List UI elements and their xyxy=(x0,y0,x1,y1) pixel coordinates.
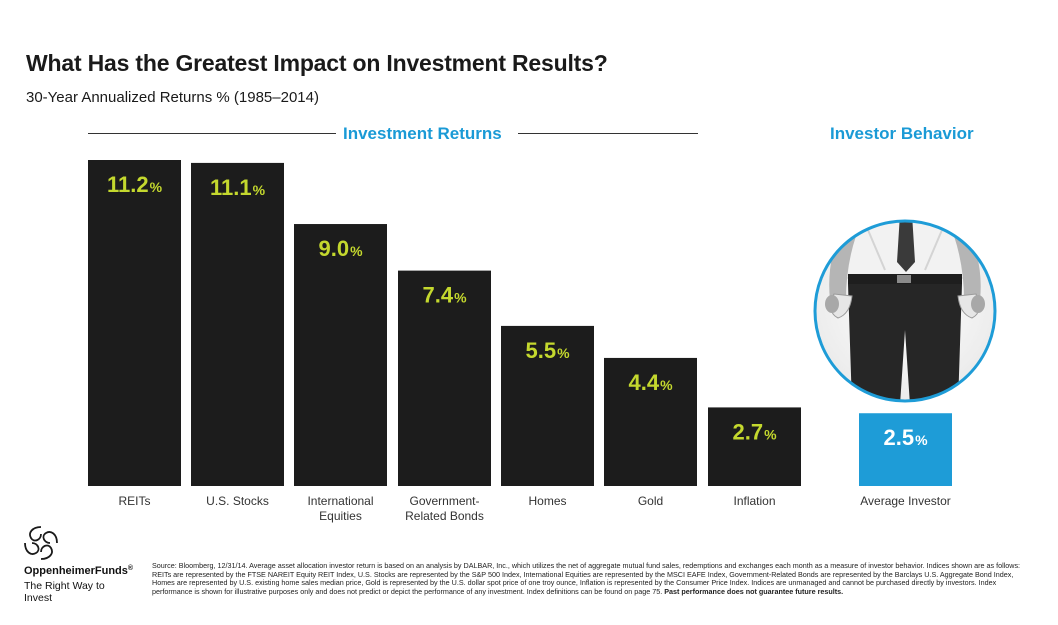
bar-homes xyxy=(501,325,594,486)
bar-average-investor xyxy=(859,413,952,486)
value-label-international-equities: 9.0% xyxy=(318,236,363,261)
brand-name: OppenheimerFunds® xyxy=(24,565,133,577)
value-label-average-investor: 2.5% xyxy=(883,425,928,450)
value-label-homes: 5.5% xyxy=(525,338,570,363)
value-label-government-related-bonds: 7.4% xyxy=(422,283,467,308)
category-label-homes: Homes xyxy=(528,494,566,508)
value-label-reits: 11.2% xyxy=(107,172,163,197)
section-label-investor-behavior: Investor Behavior xyxy=(830,124,974,143)
category-label-u-s-stocks: U.S. Stocks xyxy=(206,494,269,508)
category-label-average-investor: Average Investor xyxy=(860,494,951,508)
footnote-disclaimer: Past performance does not guarantee futu… xyxy=(664,587,844,597)
category-label-government-related-bonds: Government-Related Bonds xyxy=(405,494,484,523)
bar-international-equities xyxy=(294,224,387,487)
bar-inflation xyxy=(708,407,801,486)
footnote-text: Source: Bloomberg, 12/31/14. Average ass… xyxy=(152,561,1021,597)
category-label-reits: REITs xyxy=(118,494,150,508)
category-label-international-equities: International Equities xyxy=(307,494,373,523)
brand-tagline: The Right Way to Invest xyxy=(24,580,105,604)
bar-reits xyxy=(88,160,181,486)
category-label-inflation: Inflation xyxy=(733,494,775,508)
category-label-gold: Gold xyxy=(638,494,663,508)
section-rule-left xyxy=(88,133,336,134)
investor-empty-pockets-photo xyxy=(813,219,997,403)
bar-gold xyxy=(604,357,697,486)
section-rule-right xyxy=(518,133,698,134)
source-footnote: Source: Bloomberg, 12/31/14. Average ass… xyxy=(152,561,1032,597)
bar-u-s-stocks xyxy=(191,162,284,487)
value-label-inflation: 2.7% xyxy=(732,419,777,444)
bar-government-related-bonds xyxy=(398,270,491,486)
value-label-gold: 4.4% xyxy=(628,370,673,395)
brand-registered-mark: ® xyxy=(127,565,134,572)
page-title: What Has the Greatest Impact on Investme… xyxy=(26,50,608,76)
value-label-u-s-stocks: 11.1% xyxy=(210,175,266,200)
page-subtitle: 30-Year Annualized Returns % (1985–2014) xyxy=(26,89,319,106)
brand-name-text: OppenheimerFunds xyxy=(24,565,128,577)
oppenheimer-logo-icon xyxy=(24,526,58,560)
section-label-investment-returns: Investment Returns xyxy=(343,124,502,143)
